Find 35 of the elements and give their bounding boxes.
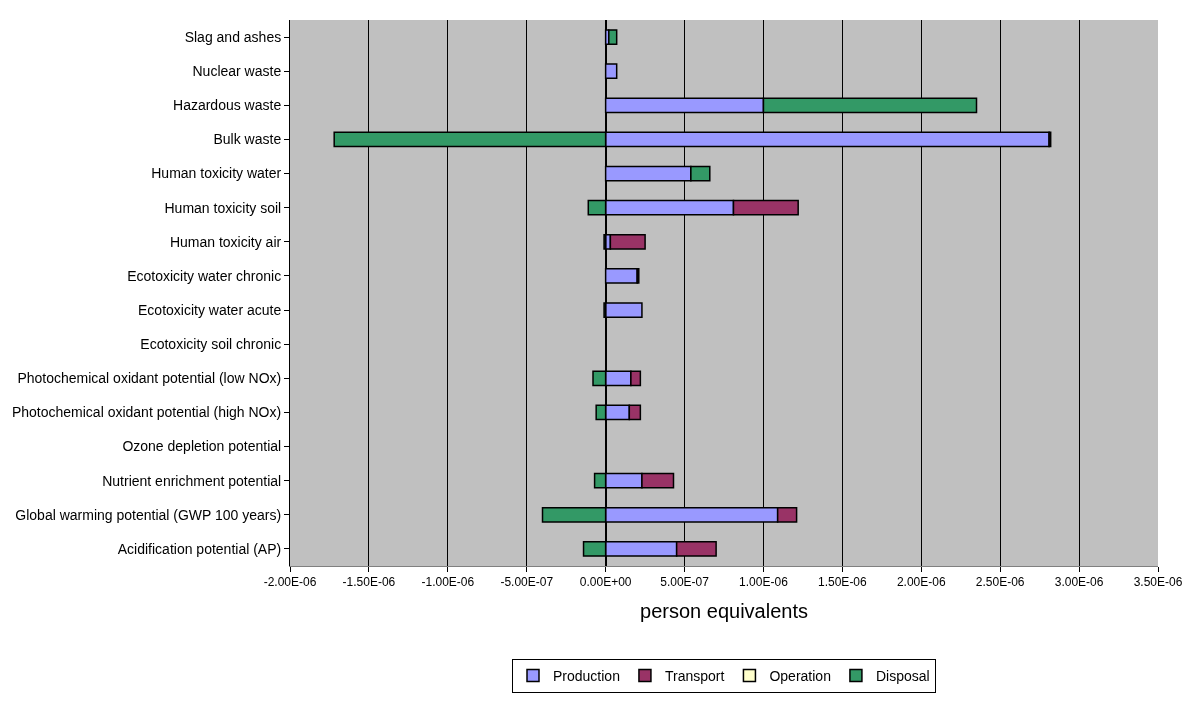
y-tick-label: Photochemical oxidant potential (high NOx) (11, 404, 282, 421)
legend-label: Production (553, 667, 620, 684)
x-tick-label: -1.00E-06 (421, 575, 475, 590)
y-tick-label: Slag and ashes (184, 28, 282, 45)
x-tick-label: 2.50E-06 (975, 575, 1025, 590)
x-tick-label: 0.00E+00 (579, 575, 632, 590)
x-tick-label: 5.00E-07 (660, 575, 710, 590)
y-tick-label: Hazardous waste (173, 97, 282, 114)
y-tick-label: Nutrient enrichment potential (102, 472, 282, 489)
x-tick-label: 1.00E-06 (739, 575, 789, 590)
y-tick-label: Ecotoxicity water acute (138, 301, 282, 318)
x-tick-label: -2.00E-06 (263, 575, 317, 590)
x-tick-label: 3.50E-06 (1133, 575, 1183, 590)
legend-label: Disposal (875, 667, 930, 684)
y-tick-label: Ecotoxicity water chronic (127, 267, 282, 284)
y-tick-label: Global warming potential (GWP 100 years) (15, 506, 282, 523)
y-tick-label: Bulk waste (213, 131, 282, 148)
bar (609, 233, 646, 250)
x-tick-label: -5.00E-07 (500, 575, 554, 590)
y-tick-label: Photochemical oxidant potential (low NOx) (17, 370, 282, 387)
bar (608, 29, 618, 45)
x-tick-label: 2.00E-06 (896, 575, 946, 590)
y-tick-label: Human toxicity air (169, 233, 282, 250)
x-tick-label: 1.50E-06 (818, 575, 868, 590)
x-axis-title: person equivalents (640, 599, 808, 622)
y-tick-label: Acidification potential (AP) (117, 540, 282, 557)
x-tick-label: 3.00E-06 (1054, 575, 1104, 590)
legend-label: Transport (664, 667, 725, 684)
y-tick-label: Nuclear waste (192, 63, 282, 80)
y-tick-label: Ozone depletion potential (122, 438, 282, 455)
y-tick-label: Ecotoxicity soil chronic (140, 336, 282, 353)
y-tick-label: Human toxicity soil (164, 199, 282, 216)
y-tick-label: Human toxicity water (151, 165, 282, 182)
legend-label: Operation (769, 667, 831, 684)
x-tick-label: -1.50E-06 (342, 575, 396, 590)
